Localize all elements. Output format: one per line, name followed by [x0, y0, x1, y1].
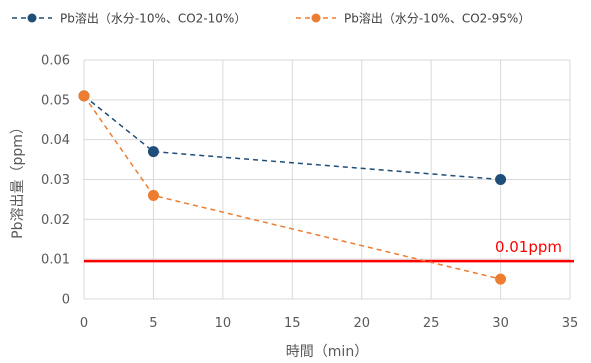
- x-axis-title: 時間（min）: [286, 344, 368, 360]
- x-tick-label: 30: [492, 316, 509, 331]
- y-tick-label: 0.01: [41, 253, 70, 268]
- y-tick-label: 0: [62, 293, 70, 308]
- x-tick-label: 25: [423, 316, 440, 331]
- y-tick-label: 0.05: [41, 93, 70, 108]
- legend: Pb溶出（水分-10%、CO2-10%） Pb溶出（水分-10%、CO2-95%）: [12, 11, 530, 26]
- y-tick-label: 0.04: [41, 133, 70, 148]
- legend-marker-2: [311, 13, 321, 23]
- x-tick-label: 15: [284, 316, 301, 331]
- tick-label-layer: 0 0.01 0.02 0.03 0.04 0.05 0.06 0 5 10 15 20 25 30 35: [41, 54, 578, 332]
- series-1-point: [495, 174, 507, 185]
- y-tick-label: 0.03: [41, 173, 70, 188]
- reference-line-label: 0.01ppm: [495, 238, 562, 256]
- series-layer: [78, 90, 507, 285]
- x-tick-label: 5: [149, 316, 157, 331]
- y-tick-label: 0.02: [41, 213, 70, 228]
- x-tick-label: 10: [215, 316, 232, 331]
- x-tick-label: 20: [353, 316, 370, 331]
- series-2-point: [147, 189, 159, 201]
- y-tick-label: 0.06: [41, 54, 70, 69]
- x-tick-label: 0: [80, 316, 88, 331]
- series-2-point: [78, 90, 90, 102]
- reference-line-layer: 0.01ppm: [84, 238, 574, 263]
- axis-titles: 時間（min） Pb溶出量（ppm）: [10, 120, 368, 360]
- legend-label-2: Pb溶出（水分-10%、CO2-95%）: [344, 11, 530, 26]
- legend-label-1: Pb溶出（水分-10%、CO2-10%）: [60, 11, 246, 26]
- legend-marker-1: [27, 13, 37, 23]
- series-line-1: [83, 95, 501, 181]
- series-1-point: [147, 146, 159, 158]
- x-tick-label: 35: [562, 316, 579, 331]
- series-2-point: [495, 273, 507, 285]
- y-axis-title: Pb溶出量（ppm）: [10, 120, 26, 239]
